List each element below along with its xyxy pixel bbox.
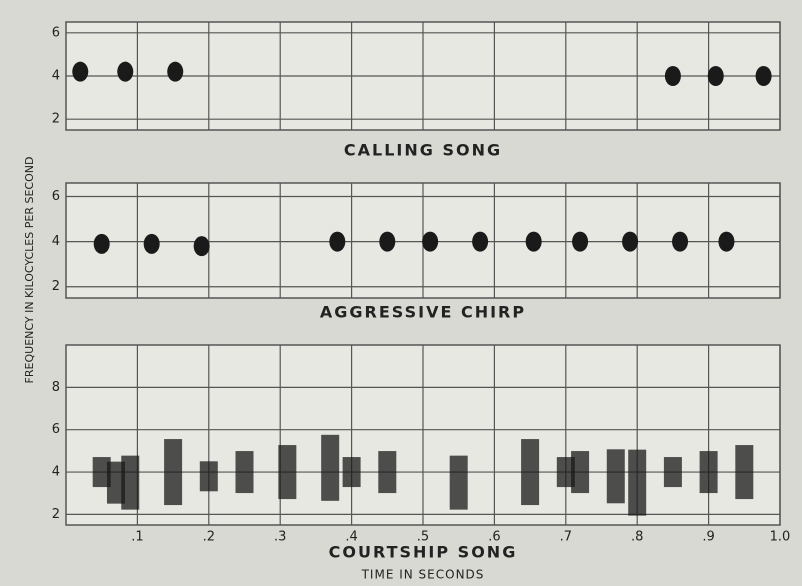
pulse bbox=[194, 236, 210, 256]
burst bbox=[571, 451, 589, 493]
pulse bbox=[329, 232, 345, 252]
x-axis-label: TIME IN SECONDS bbox=[361, 568, 485, 582]
x-tick-label: .5 bbox=[417, 530, 429, 545]
x-tick-label: .9 bbox=[702, 530, 714, 545]
panel-title: AGGRESSIVE CHIRP bbox=[320, 303, 526, 322]
burst bbox=[664, 457, 682, 487]
y-tick-label: 4 bbox=[52, 465, 60, 480]
burst bbox=[343, 457, 361, 487]
y-tick-label: 2 bbox=[52, 507, 60, 522]
x-tick-label: .3 bbox=[274, 530, 286, 545]
y-tick-label: 8 bbox=[52, 380, 60, 395]
pulse bbox=[422, 232, 438, 252]
burst bbox=[450, 456, 468, 510]
pulse bbox=[756, 66, 772, 86]
x-tick-label: .2 bbox=[203, 530, 215, 545]
pulse bbox=[672, 232, 688, 252]
burst bbox=[321, 435, 339, 501]
pulse bbox=[72, 62, 88, 82]
pulse bbox=[144, 234, 160, 254]
y-tick-label: 4 bbox=[52, 69, 60, 84]
x-tick-label: .7 bbox=[560, 530, 572, 545]
x-tick-label: 1.0 bbox=[770, 530, 791, 545]
figure: FREQUENCY IN KILOCYCLES PER SECOND 2 4 6 CA… bbox=[0, 0, 802, 586]
y-tick-label: 2 bbox=[52, 279, 60, 294]
burst bbox=[121, 456, 139, 510]
burst bbox=[521, 439, 539, 505]
x-tick-label: .6 bbox=[488, 530, 500, 545]
pulse bbox=[622, 232, 638, 252]
pulse bbox=[94, 234, 110, 254]
burst bbox=[200, 461, 218, 491]
burst bbox=[735, 445, 753, 499]
y-tick-label: 4 bbox=[52, 234, 60, 249]
burst bbox=[236, 451, 254, 493]
panel-title: CALLING SONG bbox=[344, 141, 502, 160]
pulse bbox=[572, 232, 588, 252]
y-tick-label: 6 bbox=[52, 422, 60, 437]
panel-title: COURTSHIP SONG bbox=[329, 543, 518, 562]
burst bbox=[278, 445, 296, 499]
pulse bbox=[526, 232, 542, 252]
burst bbox=[700, 451, 718, 493]
burst bbox=[164, 439, 182, 505]
pulse bbox=[665, 66, 681, 86]
pulse bbox=[167, 62, 183, 82]
y-tick-label: 2 bbox=[52, 112, 60, 127]
burst bbox=[607, 449, 625, 503]
x-tick-label: .8 bbox=[631, 530, 643, 545]
x-tick-label: .4 bbox=[345, 530, 357, 545]
y-tick-label: 6 bbox=[52, 189, 60, 204]
x-tick-label: .1 bbox=[131, 530, 143, 545]
pulse bbox=[708, 66, 724, 86]
pulse bbox=[379, 232, 395, 252]
pulse bbox=[472, 232, 488, 252]
pulse bbox=[718, 232, 734, 252]
y-axis-label: FREQUENCY IN KILOCYCLES PER SECOND bbox=[23, 157, 36, 384]
pulse bbox=[117, 62, 133, 82]
y-tick-label: 6 bbox=[52, 25, 60, 40]
burst bbox=[628, 450, 646, 516]
burst bbox=[378, 451, 396, 493]
